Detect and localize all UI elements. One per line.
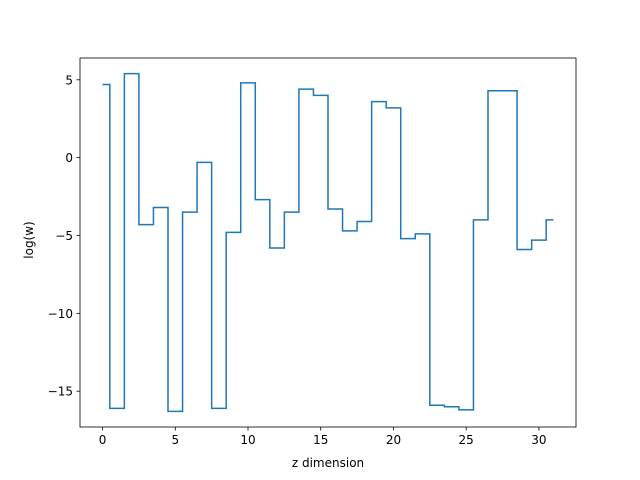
x-tick-label: 20 bbox=[386, 433, 401, 447]
y-tick-label: 0 bbox=[65, 151, 73, 165]
x-tick-label: 10 bbox=[240, 433, 255, 447]
x-tick-label: 25 bbox=[459, 433, 474, 447]
plot-area: 0 5 10 15 20 25 30 −15 −10 −5 0 5 bbox=[48, 57, 577, 447]
y-tick-label: −10 bbox=[48, 307, 73, 321]
x-tick-label: 0 bbox=[99, 433, 107, 447]
x-tick-label: 5 bbox=[171, 433, 179, 447]
y-tick-label: −15 bbox=[48, 385, 73, 399]
x-tick-label: 30 bbox=[531, 433, 546, 447]
y-axis-label: log(w) bbox=[22, 221, 36, 258]
x-tick-label: 15 bbox=[313, 433, 328, 447]
y-tick-label: −5 bbox=[55, 229, 73, 243]
series-line-0 bbox=[102, 72, 554, 413]
y-tick-label: 5 bbox=[65, 73, 73, 87]
x-axis-label: z dimension bbox=[292, 456, 364, 470]
axes-frame bbox=[79, 57, 577, 428]
